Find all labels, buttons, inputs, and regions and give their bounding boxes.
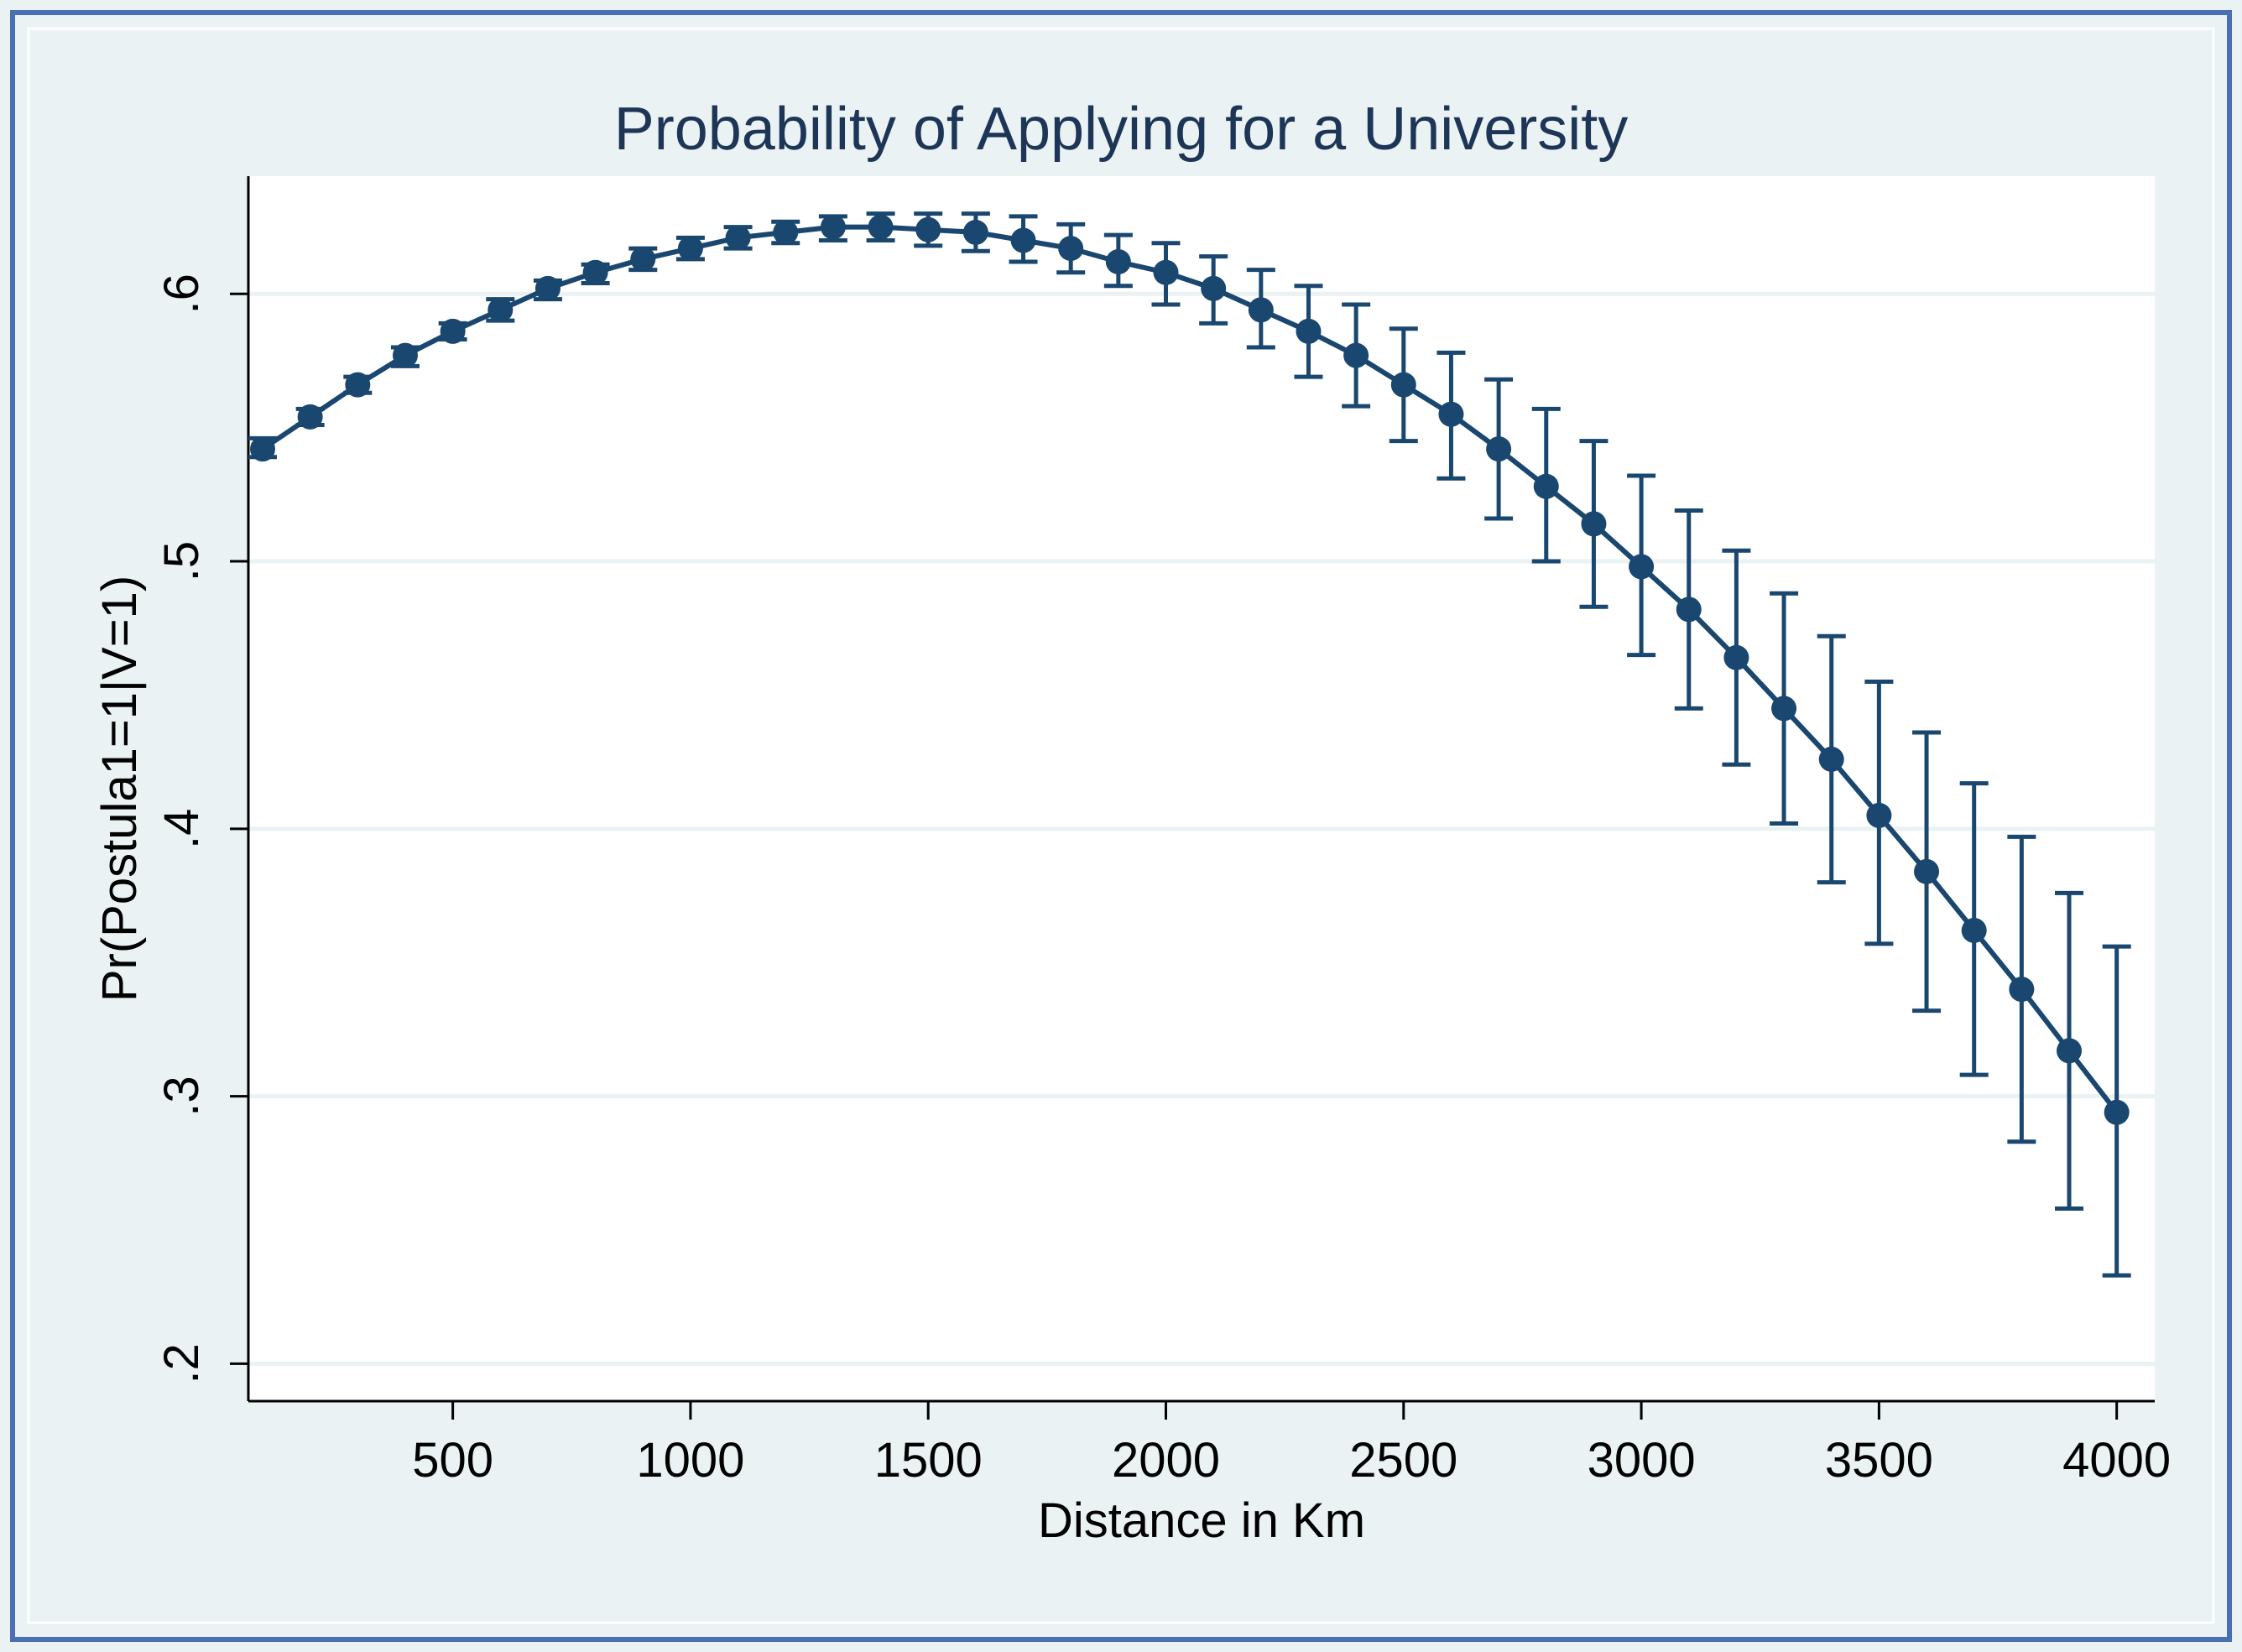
x-tick-label: 2000 (1112, 1433, 1220, 1488)
outer-frame (10, 10, 2232, 1642)
x-axis-label: Distance in Km (1038, 1493, 1365, 1548)
data-point (1866, 802, 1892, 828)
data-point (1153, 259, 1179, 285)
y-tick-label: .6 (154, 274, 209, 314)
chart-title: Probability of Applying for a University (614, 96, 1629, 163)
data-point (868, 214, 894, 240)
data-point (1248, 297, 1274, 323)
data-point (582, 259, 608, 285)
data-point (1581, 511, 1607, 537)
x-tick-label: 500 (412, 1433, 493, 1488)
data-point (725, 225, 751, 251)
data-point (1533, 473, 1559, 499)
x-tick-label: 3500 (1825, 1433, 1933, 1488)
data-point (677, 236, 703, 262)
data-point (1676, 597, 1702, 623)
data-point (345, 372, 371, 398)
data-point (915, 216, 941, 242)
plot-area (248, 176, 2155, 1401)
data-point (1723, 644, 1749, 670)
data-point (1438, 401, 1464, 427)
data-point (249, 436, 275, 462)
data-point (820, 214, 846, 240)
series-line-group (261, 224, 2119, 1114)
markers (249, 214, 2130, 1125)
data-point (962, 219, 988, 245)
data-point (1486, 436, 1512, 462)
data-point (773, 219, 799, 245)
x-tick-label: 4000 (2062, 1433, 2171, 1488)
data-point (1343, 342, 1369, 368)
data-point (297, 404, 323, 430)
inner-frame (27, 27, 2215, 1624)
y-tick-label: .5 (154, 541, 209, 581)
data-point (1390, 372, 1416, 398)
x-tick-label: 3000 (1588, 1433, 1696, 1488)
y-tick-label: .2 (154, 1343, 209, 1384)
y-ticks: .2 .3 .4 .5 .6 (154, 274, 248, 1384)
gridlines (248, 291, 2155, 1366)
data-point (1818, 746, 1844, 772)
data-point (1058, 236, 1084, 262)
x-tick-label: 1500 (874, 1433, 983, 1488)
data-point (440, 318, 466, 344)
data-point (1010, 227, 1036, 253)
data-point (534, 275, 560, 301)
data-point (630, 246, 656, 272)
y-tick-label: .3 (154, 1076, 209, 1116)
data-point (2057, 1038, 2083, 1064)
data-point (392, 342, 418, 368)
x-tick-label: 1000 (636, 1433, 744, 1488)
x-ticks: 500 1000 1500 2000 2500 3000 3500 4000 (412, 1401, 2171, 1488)
data-point (1105, 249, 1131, 275)
x-tick-label: 2500 (1349, 1433, 1457, 1488)
data-point (2104, 1099, 2130, 1125)
data-point (1771, 696, 1797, 722)
data-point (1629, 554, 1655, 580)
data-point (1961, 917, 1987, 943)
data-point (1201, 275, 1227, 301)
series-line (261, 224, 2119, 1114)
data-point (2009, 977, 2035, 1003)
data-point (488, 297, 514, 323)
data-point (1296, 318, 1322, 344)
y-tick-label: .4 (154, 809, 209, 849)
y-axis-label: Pr(Postula1=1|V=1) (92, 576, 147, 1002)
data-point (1914, 858, 1940, 884)
